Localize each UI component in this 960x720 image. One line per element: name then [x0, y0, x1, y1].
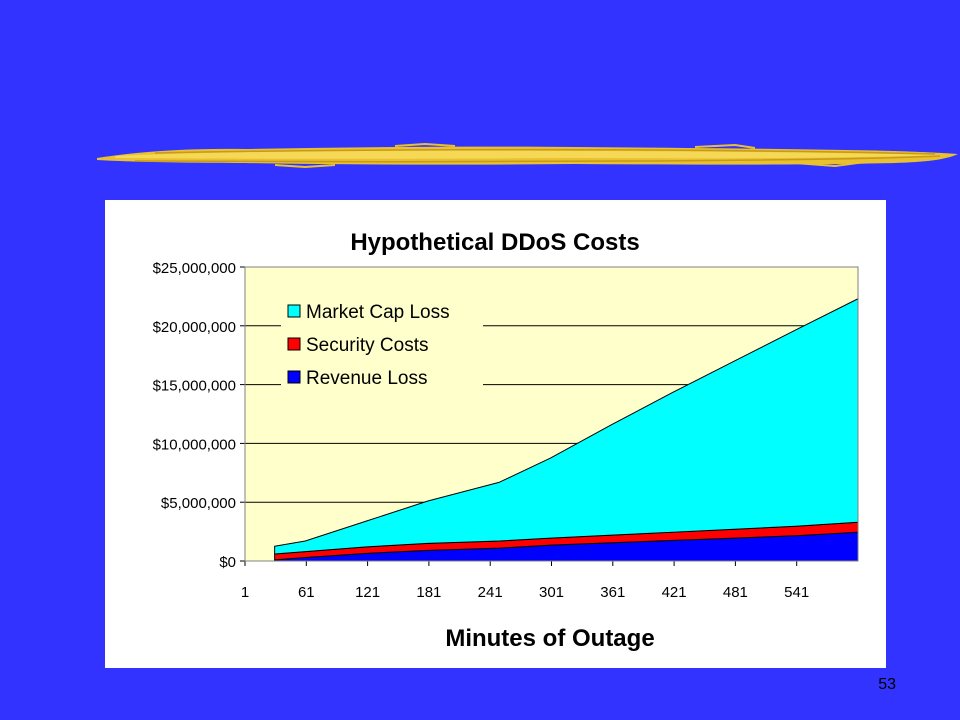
legend-swatch: [287, 370, 301, 384]
y-tick-label: $15,000,000: [153, 378, 236, 395]
legend-label: Revenue Loss: [306, 368, 427, 389]
x-axis-title: Minutes of Outage: [445, 625, 654, 652]
y-tick-label: $0: [219, 554, 236, 571]
x-tick-label: 361: [600, 584, 625, 601]
x-tick-label: 121: [355, 584, 380, 601]
chart-title: Hypothetical DDoS Costs: [350, 229, 639, 256]
y-tick-label: $10,000,000: [153, 436, 236, 453]
x-tick-label: 421: [662, 584, 687, 601]
legend-swatch: [287, 337, 301, 351]
x-tick-label: 241: [478, 584, 503, 601]
legend-label: Security Costs: [306, 335, 428, 356]
x-tick-label: 301: [539, 584, 564, 601]
legend-box: [281, 297, 483, 400]
legend: Market Cap Loss Security Costs Revenue Los…: [281, 297, 483, 400]
chart-panel: Hypothetical DDoS Costs $0 $5,000,000 $10,…: [105, 200, 886, 668]
x-tick-label: 1: [241, 584, 249, 601]
area-chart: Hypothetical DDoS Costs $0 $5,000,000 $10,…: [153, 229, 859, 652]
axes: $0 $5,000,000 $10,000,000 $15,000,000 $20,00…: [153, 260, 859, 601]
y-tick-label: $20,000,000: [153, 319, 236, 336]
slide-number: 53: [878, 676, 896, 693]
legend-swatch: [287, 304, 301, 318]
brush-stroke-decoration: [97, 142, 958, 169]
x-tick-label: 181: [416, 584, 441, 601]
x-tick-label: 481: [723, 584, 748, 601]
plot-border: [244, 266, 859, 562]
x-tick-label: 61: [298, 584, 315, 601]
y-tick-label: $5,000,000: [161, 495, 236, 512]
legend-label: Market Cap Loss: [306, 302, 450, 323]
y-tick-label: $25,000,000: [153, 260, 236, 277]
x-tick-label: 541: [784, 584, 809, 601]
